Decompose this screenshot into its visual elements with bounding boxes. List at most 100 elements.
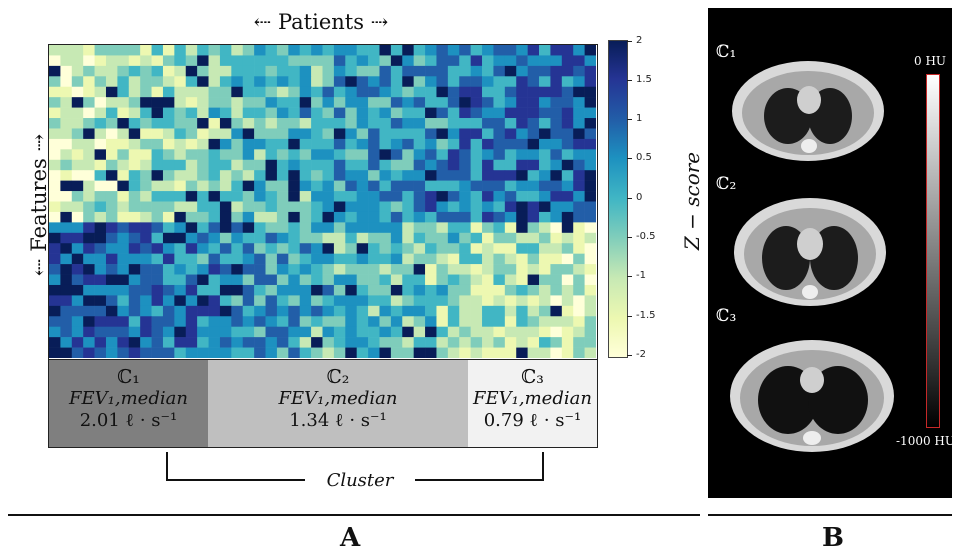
heatmap-cell — [447, 65, 460, 77]
heatmap-cell — [425, 222, 437, 234]
heatmap-cell — [288, 305, 301, 317]
heatmap-cell — [128, 65, 141, 77]
heatmap-cell — [322, 170, 335, 181]
heatmap-cell — [516, 149, 528, 161]
heatmap-cell — [493, 191, 506, 202]
heatmap-cell — [322, 253, 335, 265]
heatmap-cell — [128, 274, 141, 286]
heatmap-cell — [539, 97, 551, 108]
heatmap-cell — [504, 264, 517, 275]
heatmap-cell — [49, 45, 61, 56]
heatmap-cell — [265, 337, 278, 348]
heatmap-cell — [550, 159, 563, 171]
heatmap-cell — [516, 337, 528, 348]
heatmap-cell — [151, 264, 164, 275]
heatmap-cell — [105, 159, 118, 171]
heatmap-cell — [504, 243, 517, 254]
heatmap-cell — [447, 243, 460, 254]
heatmap-cell — [174, 170, 187, 181]
heatmap-cell — [276, 45, 289, 56]
heatmap-cell — [516, 97, 528, 108]
heatmap-cell — [333, 274, 346, 286]
heatmap-cell — [140, 170, 152, 181]
heatmap-cell — [140, 65, 152, 77]
heatmap-cell — [299, 211, 312, 223]
heatmap-cell — [504, 347, 517, 358]
heatmap-cell — [208, 243, 221, 254]
heatmap-cell — [60, 118, 73, 129]
heatmap-cell — [151, 159, 164, 171]
heatmap-cell — [436, 232, 449, 244]
heatmap-cell — [197, 86, 209, 98]
heatmap-cell — [584, 55, 596, 67]
heatmap-cell — [459, 305, 471, 317]
heatmap-cell — [379, 138, 392, 150]
heatmap-cell — [436, 295, 449, 307]
heatmap-cell — [288, 55, 301, 67]
heatmap-cell — [368, 243, 380, 254]
heatmap-cell — [162, 211, 175, 223]
heatmap-cell — [162, 222, 175, 234]
heatmap-cell — [527, 97, 540, 108]
heatmap-cell — [162, 138, 175, 150]
heatmap-cell — [356, 253, 369, 265]
heatmap-cell — [299, 347, 312, 358]
heatmap-cell — [425, 191, 437, 202]
heatmap-cell — [345, 326, 357, 338]
heatmap-cell — [299, 253, 312, 265]
heatmap-cell — [288, 107, 301, 119]
heatmap-cell — [105, 337, 118, 348]
heatmap-cell — [117, 86, 130, 98]
heatmap-cell — [231, 243, 244, 254]
heatmap-cell — [299, 264, 312, 275]
heatmap-cell — [413, 284, 426, 296]
heatmap-cell — [197, 201, 209, 213]
heatmap-cell — [185, 274, 198, 286]
heatmap-cell — [402, 264, 414, 275]
heatmap-cell — [482, 243, 494, 254]
heatmap-cell — [276, 316, 289, 327]
heatmap-cell — [333, 326, 346, 338]
heatmap-cell — [254, 337, 266, 348]
heatmap-cell — [425, 170, 437, 181]
heatmap-cell — [539, 45, 551, 56]
heatmap-cell — [345, 65, 357, 77]
heatmap-cell — [288, 128, 301, 140]
heatmap-cell — [208, 232, 221, 244]
heatmap-cell — [550, 170, 563, 181]
heatmap-cell — [516, 191, 528, 202]
heatmap-cell — [527, 191, 540, 202]
heatmap-cell — [128, 159, 141, 171]
heatmap-cell — [584, 97, 596, 108]
heatmap-cell — [482, 274, 494, 286]
heatmap-cell — [368, 253, 380, 265]
heatmap-cell — [390, 107, 403, 119]
heatmap-cell — [356, 284, 369, 296]
heatmap-cell — [162, 201, 175, 213]
heatmap-cell — [231, 201, 244, 213]
heatmap-cell — [151, 243, 164, 254]
heatmap-cell — [311, 55, 323, 67]
heatmap-cell — [356, 337, 369, 348]
heatmap-cell — [128, 45, 141, 56]
heatmap-cell — [162, 45, 175, 56]
heatmap-cell — [94, 138, 107, 150]
heatmap-cell — [368, 149, 380, 161]
heatmap-cell — [49, 107, 61, 119]
heatmap-cell — [333, 201, 346, 213]
heatmap-cell — [447, 128, 460, 140]
heatmap-cell — [299, 170, 312, 181]
heatmap-cell — [402, 128, 414, 140]
heatmap-cell — [482, 191, 494, 202]
heatmap-cell — [493, 243, 506, 254]
heatmap-cell — [459, 97, 471, 108]
heatmap-cell — [413, 45, 426, 56]
heatmap-cell — [447, 149, 460, 161]
heatmap-cell — [322, 201, 335, 213]
heatmap-cell — [459, 295, 471, 307]
heatmap-cell — [105, 295, 118, 307]
heatmap-cell — [71, 253, 84, 265]
heatmap-cell — [402, 76, 414, 88]
heatmap-cell — [254, 45, 266, 56]
heatmap-cell — [94, 243, 107, 254]
